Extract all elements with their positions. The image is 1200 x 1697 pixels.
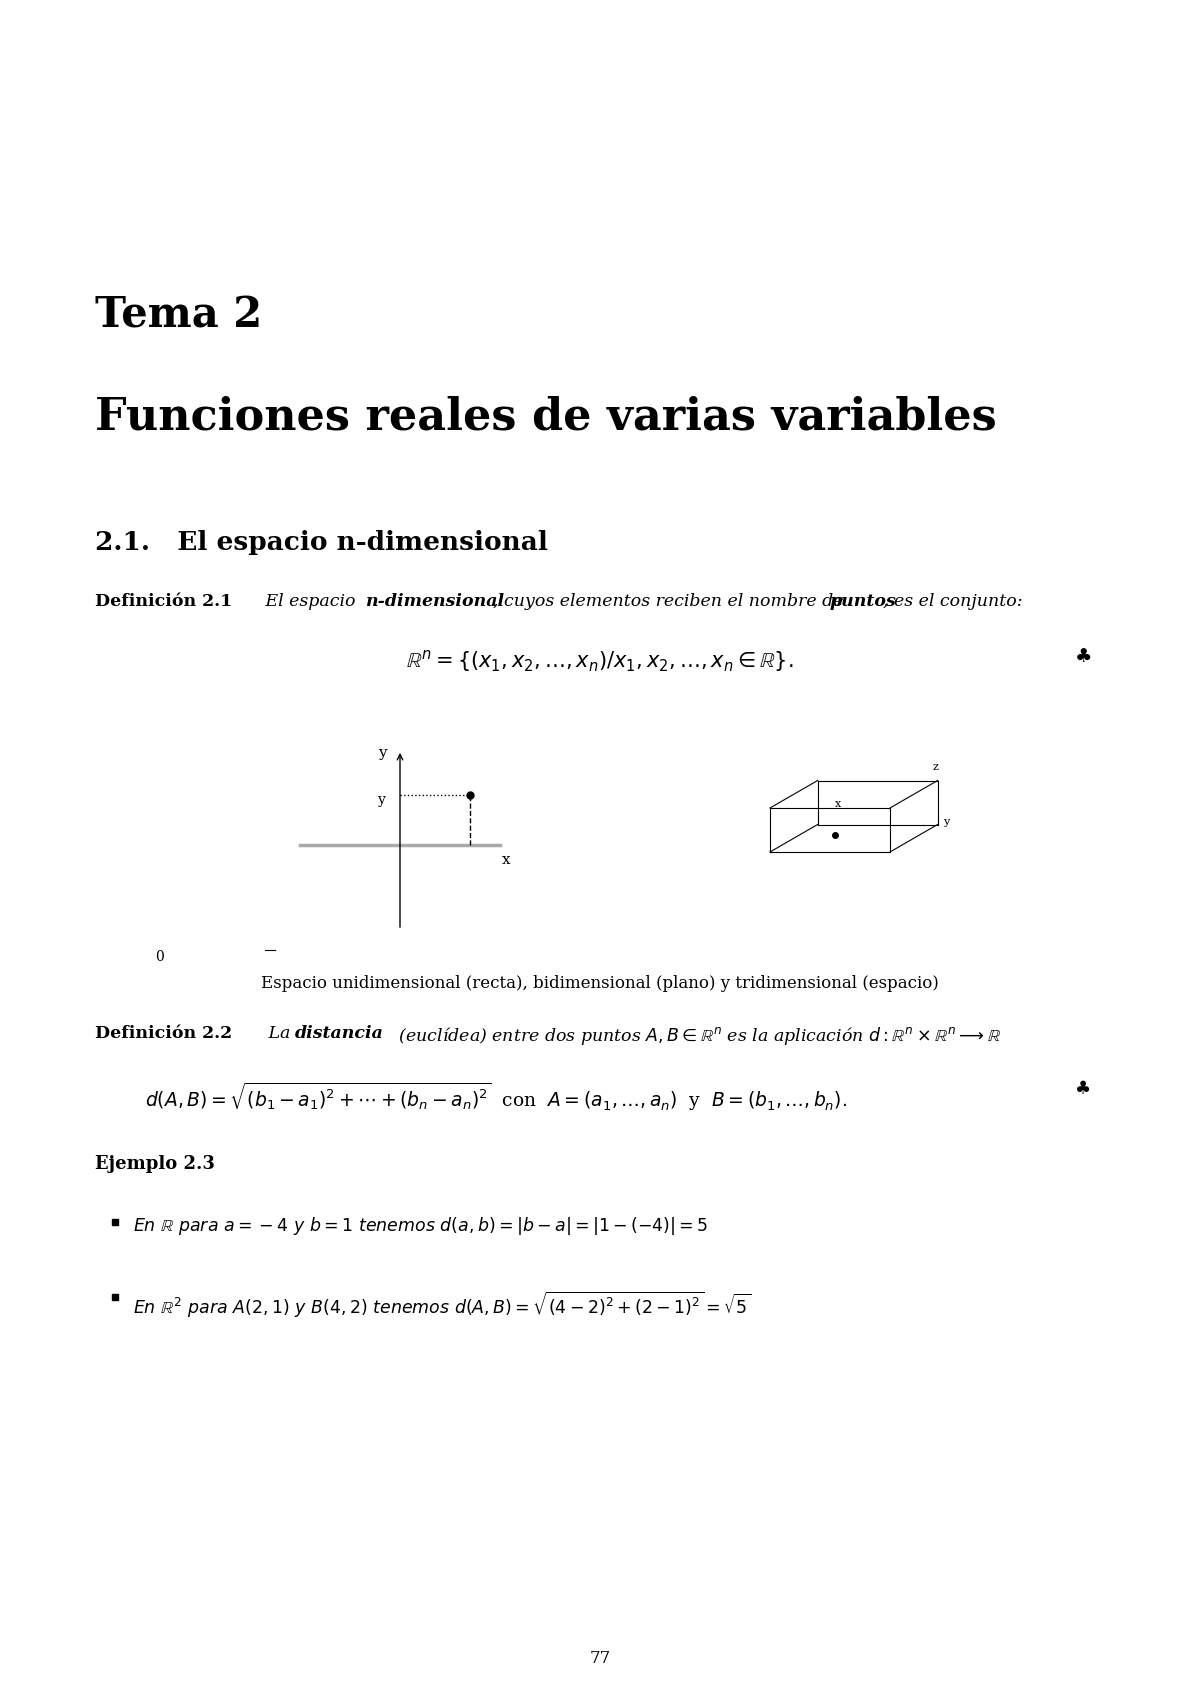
Text: Tema 2: Tema 2 xyxy=(95,295,263,338)
Text: Definición 2.2: Definición 2.2 xyxy=(95,1025,232,1042)
Text: Definición 2.1: Definición 2.1 xyxy=(95,592,233,609)
Text: distancia: distancia xyxy=(295,1025,384,1042)
Text: 0: 0 xyxy=(155,950,163,964)
Text: y: y xyxy=(378,792,386,808)
Text: z: z xyxy=(932,762,938,772)
Text: 77: 77 xyxy=(589,1649,611,1666)
Text: puntos: puntos xyxy=(830,592,896,609)
Text: n-dimensional: n-dimensional xyxy=(365,592,504,609)
Text: , cuyos elementos reciben el nombre de: , cuyos elementos reciben el nombre de xyxy=(493,592,850,609)
Text: x: x xyxy=(502,854,511,867)
Text: $En\ \mathbb{R}^2\ para\ A(2, 1)\ y\ B(4, 2)\ tenemos\ d(A, B) = \sqrt{(4-2)^2 +: $En\ \mathbb{R}^2\ para\ A(2, 1)\ y\ B(4… xyxy=(133,1290,751,1320)
Text: Ejemplo 2.3: Ejemplo 2.3 xyxy=(95,1156,215,1173)
Text: y: y xyxy=(943,816,949,826)
Text: , es el conjunto:: , es el conjunto: xyxy=(883,592,1022,609)
Text: Espacio unidimensional (recta), bidimensional (plano) y tridimensional (espacio): Espacio unidimensional (recta), bidimens… xyxy=(262,976,938,993)
Text: (euclídea) entre dos puntos $A, B \in \mathbb{R}^n$ es la aplicación $d : \mathb: (euclídea) entre dos puntos $A, B \in \m… xyxy=(394,1025,1001,1047)
Text: La: La xyxy=(263,1025,296,1042)
Text: $d(A, B) = \sqrt{(b_1 - a_1)^2 + \cdots + (b_n - a_n)^2}$  con  $A = (a_1, \ldot: $d(A, B) = \sqrt{(b_1 - a_1)^2 + \cdots … xyxy=(145,1079,847,1113)
Text: $\mathbb{R}^n = \{(x_1, x_2, \ldots, x_n)/x_1, x_2, \ldots, x_n \in \mathbb{R}\}: $\mathbb{R}^n = \{(x_1, x_2, \ldots, x_n… xyxy=(407,648,793,674)
Text: Funciones reales de varias variables: Funciones reales de varias variables xyxy=(95,395,997,438)
Text: $En\ \mathbb{R}\ para\ a = -4\ y\ b = 1\ tenemos\ d(a, b) = |b - a| = |1 - (-4)|: $En\ \mathbb{R}\ para\ a = -4\ y\ b = 1\… xyxy=(133,1215,708,1237)
Text: 2.1.   El espacio n-dimensional: 2.1. El espacio n-dimensional xyxy=(95,529,548,555)
Text: ♣: ♣ xyxy=(1075,648,1092,665)
Text: ♣: ♣ xyxy=(1075,1079,1091,1098)
Text: y: y xyxy=(378,747,386,760)
Text: El espacio: El espacio xyxy=(260,592,361,609)
Text: x: x xyxy=(835,799,841,809)
